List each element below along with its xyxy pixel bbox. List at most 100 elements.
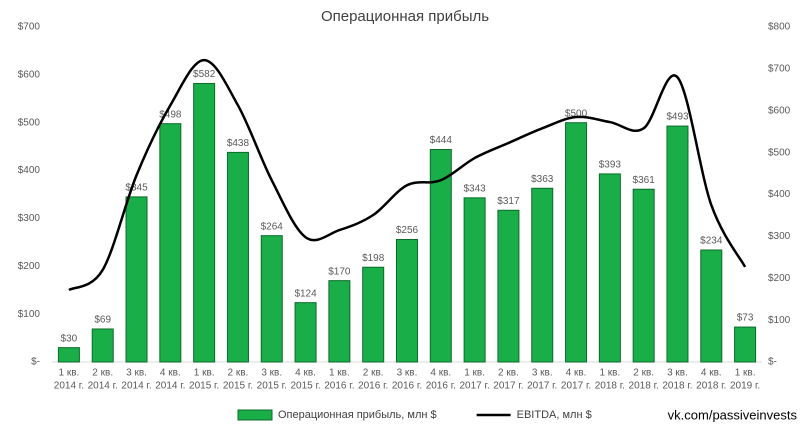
x-tick-label: 1 кв.	[464, 368, 485, 379]
data-label: $498	[159, 109, 182, 120]
x-tick-label: 4 кв.	[430, 368, 451, 379]
y-tick-label: $300	[18, 213, 41, 224]
legend-swatch	[237, 409, 273, 421]
bar	[497, 209, 520, 363]
x-tick-label: 2 кв.	[228, 368, 249, 379]
x-tick-label: 2014 г.	[54, 381, 84, 392]
data-label: $170	[328, 266, 351, 277]
x-tick-label: 2018 г.	[595, 381, 625, 392]
legend-label: EBITDA, млн $	[517, 409, 592, 421]
data-label: $264	[261, 221, 284, 232]
bar	[226, 151, 249, 363]
x-tick-label: 4 кв.	[701, 368, 722, 379]
y2-tick-label: $800	[768, 22, 791, 33]
x-tick-label: 2018 г.	[662, 381, 692, 392]
y2-tick-label: $200	[768, 273, 791, 284]
data-label: $234	[700, 236, 723, 247]
bar	[666, 125, 689, 363]
line	[68, 58, 747, 292]
bar	[362, 266, 385, 363]
data-label: $444	[430, 135, 453, 146]
bar	[463, 197, 486, 363]
data-label: $30	[61, 333, 78, 344]
x-tick-label: 1 кв.	[194, 368, 215, 379]
y-tick-label: $500	[18, 117, 41, 128]
bar	[598, 173, 621, 363]
x-tick-label: 4 кв.	[566, 368, 587, 379]
y2-tick-label: $300	[768, 231, 791, 242]
data-label: $361	[633, 175, 656, 186]
x-tick-label: 4 кв.	[160, 368, 181, 379]
x-tick-label: 2014 г.	[88, 381, 118, 392]
x-tick-label: 2015 г.	[223, 381, 253, 392]
bar	[429, 149, 452, 363]
x-tick-label: 2017 г.	[527, 381, 557, 392]
bar	[260, 235, 283, 363]
data-label: $124	[294, 288, 317, 299]
x-tick-label: 3 кв.	[261, 368, 282, 379]
x-tick-label: 2 кв.	[363, 368, 384, 379]
x-tick-label: 4 кв.	[295, 368, 316, 379]
x-tick-label: 2015 г.	[290, 381, 320, 392]
bar	[531, 187, 554, 363]
x-tick-label: 2016 г.	[426, 381, 456, 392]
x-tick-label: 1 кв.	[329, 368, 350, 379]
bar	[159, 123, 182, 363]
y-tick-label: $200	[18, 261, 41, 272]
y-tick-label: $700	[18, 22, 41, 33]
x-tick-label: 3 кв.	[126, 368, 147, 379]
legend-label: Операционная прибыль, млн $	[278, 409, 437, 421]
bar	[632, 188, 655, 363]
bar	[565, 122, 588, 363]
bar	[125, 196, 148, 363]
x-tick-label: 2 кв.	[633, 368, 654, 379]
source: vk.com/passiveinvests	[668, 407, 798, 422]
x-tick-label: 2017 г.	[493, 381, 523, 392]
bar	[57, 347, 80, 363]
bar	[734, 326, 757, 363]
y2-tick-label: $700	[768, 64, 791, 75]
data-label: $438	[227, 138, 250, 149]
data-label: $256	[396, 225, 419, 236]
x-tick-label: 3 кв.	[397, 368, 418, 379]
data-label: $198	[362, 253, 385, 264]
x-tick-label: 1 кв.	[58, 368, 79, 379]
data-label: $343	[463, 183, 486, 194]
x-tick-label: 2018 г.	[696, 381, 726, 392]
data-label: $317	[497, 196, 520, 207]
bar	[328, 280, 351, 363]
y2-tick-label: $500	[768, 147, 791, 158]
x-tick-label: 1 кв.	[735, 368, 756, 379]
chart-title: Операционная прибыль	[321, 8, 489, 25]
y2-tick-label: $600	[768, 105, 791, 116]
y2-tick-label: $100	[768, 315, 791, 326]
x-tick-label: 2016 г.	[392, 381, 422, 392]
x-tick-label: 2014 г.	[121, 381, 151, 392]
data-label: $582	[193, 69, 216, 80]
x-tick-label: 2018 г.	[629, 381, 659, 392]
y-tick-label: $400	[18, 165, 41, 176]
x-tick-label: 2019 г.	[730, 381, 760, 392]
bar	[396, 238, 418, 363]
data-label: $493	[666, 112, 689, 123]
bar	[193, 82, 216, 363]
x-tick-label: 2017 г.	[460, 381, 490, 392]
x-tick-label: 2014 г.	[155, 381, 185, 392]
x-tick-label: 2 кв.	[92, 368, 113, 379]
data-label: $73	[737, 313, 754, 324]
x-tick-label: 2015 г.	[189, 381, 219, 392]
bar	[294, 302, 317, 363]
data-label: $393	[599, 160, 622, 171]
y-tick-label: $100	[18, 309, 41, 320]
data-label: $363	[531, 174, 554, 185]
x-tick-label: 3 кв.	[532, 368, 553, 379]
bar	[700, 249, 723, 363]
y-tick-label: $-	[31, 357, 40, 368]
bar	[91, 328, 114, 363]
x-tick-label: 2 кв.	[498, 368, 519, 379]
data-label: $69	[94, 315, 111, 326]
x-tick-label: 3 кв.	[667, 368, 688, 379]
y2-tick-label: $-	[768, 357, 777, 368]
x-tick-label: 2017 г.	[561, 381, 591, 392]
